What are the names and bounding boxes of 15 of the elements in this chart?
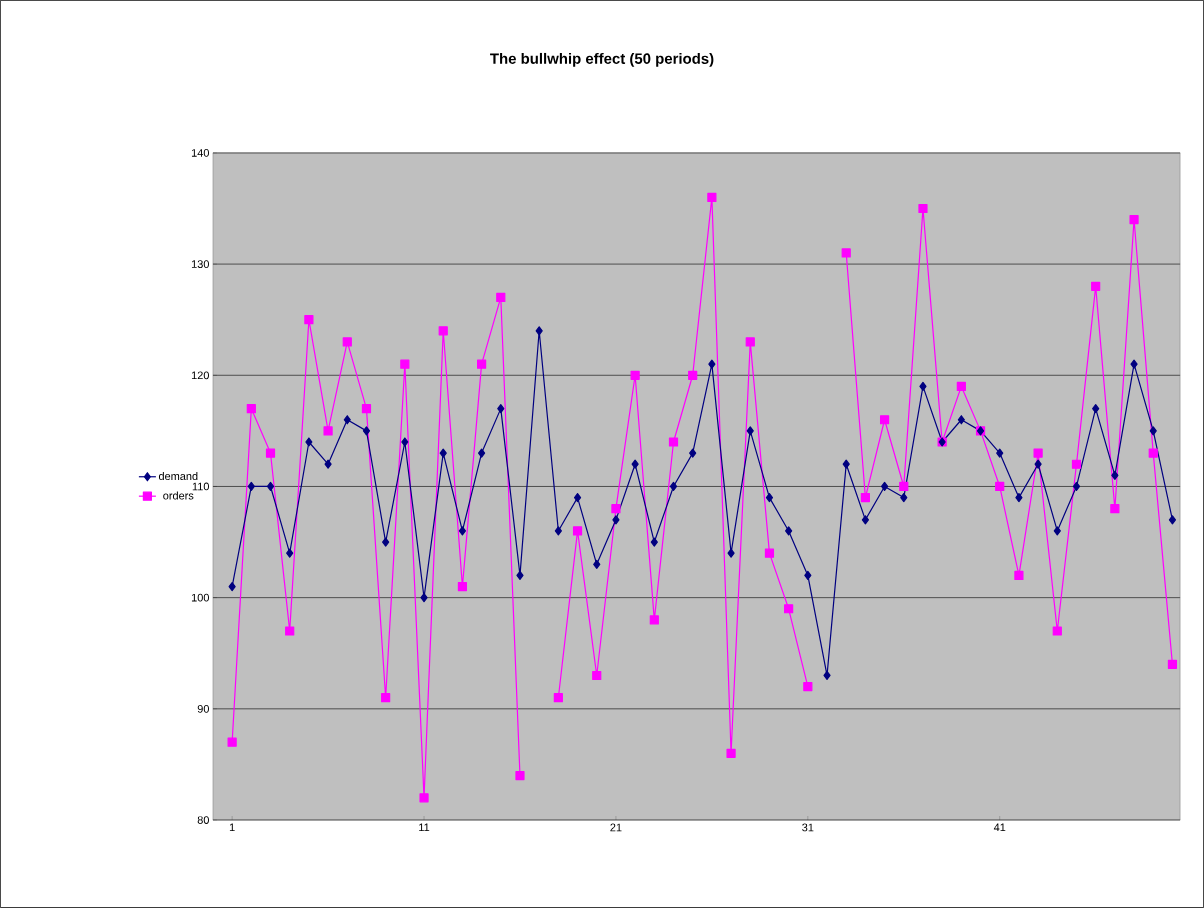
y-tick-label: 90 xyxy=(197,705,209,713)
x-tick-label: 41 xyxy=(993,823,1006,832)
y-tick-label: 130 xyxy=(191,260,209,269)
y-tick-label: 110 xyxy=(192,482,209,491)
y-tick-label: 80 xyxy=(197,816,209,824)
x-tick-label: 1 xyxy=(229,823,235,832)
y-tick-label: 140 xyxy=(191,149,209,157)
legend-label: orders xyxy=(163,491,194,500)
chart-title: The bullwhip effect (50 periods) xyxy=(490,52,714,67)
x-tick-label: 31 xyxy=(802,823,814,832)
x-tick-label: 21 xyxy=(610,823,622,832)
x-tick-label: 11 xyxy=(419,823,430,832)
legend-label: demand xyxy=(158,472,198,481)
y-tick-label: 100 xyxy=(191,593,209,602)
y-tick-label: 120 xyxy=(191,371,209,380)
